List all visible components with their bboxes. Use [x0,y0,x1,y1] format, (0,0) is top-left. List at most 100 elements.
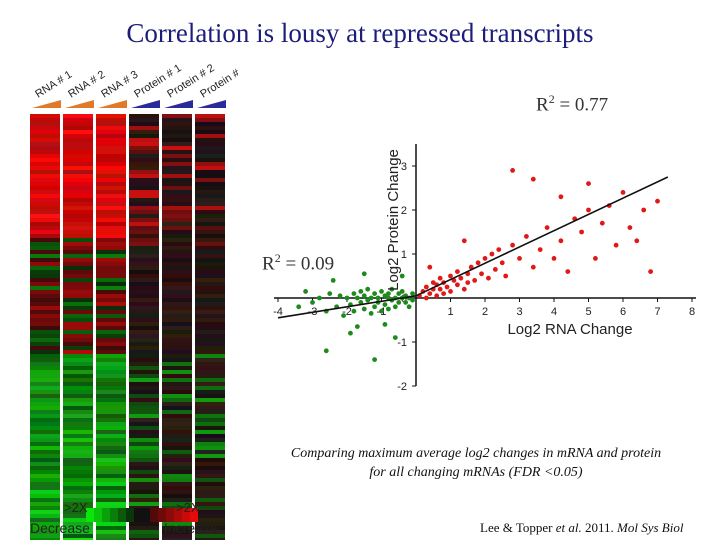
heatmap-cell [30,302,60,306]
heatmap-cell [129,182,159,186]
data-point [361,293,367,299]
heatmap-cell [162,330,192,334]
r2-induced-prefix: R [536,94,549,116]
heatmap-cell [129,530,159,534]
heatmap-cell [195,334,225,338]
heatmap-cell [129,482,159,486]
heatmap-cell [129,502,159,506]
heatmap-cell [195,146,225,150]
data-point [458,275,464,281]
heatmap-cell [195,230,225,234]
heatmap-cell [63,378,93,382]
heatmap-cell [129,382,159,386]
heatmap-cell [96,306,126,310]
heatmap-cell [129,334,159,338]
heatmap-cell [30,498,60,502]
heatmap-cell [162,114,192,118]
heatmap-cell [63,222,93,226]
heatmap-cell [195,142,225,146]
heatmap-cell [129,326,159,330]
heatmap-cell [195,254,225,258]
heatmap-cell [129,442,159,446]
heatmap-cell [162,218,192,222]
heatmap-cell [195,538,225,540]
heatmap-cell [96,158,126,162]
heatmap-cell [63,206,93,210]
legend-swatch [134,508,142,522]
data-point [361,306,367,312]
heatmap-cell [162,478,192,482]
heatmap-cell [30,398,60,402]
heatmap-cell [195,150,225,154]
heatmap-cell [129,142,159,146]
heatmap-cell [63,322,93,326]
heatmap-cell [30,482,60,486]
fit-lines [277,176,669,319]
heatmap-cell [63,402,93,406]
heatmap-cell [30,238,60,242]
heatmap-cell [162,294,192,298]
heatmap-cell [63,350,93,354]
heatmap-cell [30,442,60,446]
heatmap-cell [63,238,93,242]
heatmap-cell [129,342,159,346]
legend-swatch [158,508,166,522]
x-tick-label: 3 [516,306,522,318]
figure-caption: Comparing maximum average log2 changes i… [256,444,696,482]
data-point [399,289,405,294]
data-point [586,207,591,213]
heatmap-cell [195,174,225,178]
heatmap-cell [63,298,93,302]
heatmap-cell [129,158,159,162]
heatmap-cell [195,494,225,498]
heatmap-cell [162,418,192,422]
heatmap-cell [96,170,126,174]
heatmap-cell [96,138,126,142]
data-point [344,295,350,301]
heatmap-cell [30,386,60,390]
heatmap-cell [129,270,159,274]
heatmap-cell [129,130,159,134]
heatmap-cell [96,454,126,458]
heatmap-cell [63,330,93,334]
legend-swatch [166,508,174,522]
heatmap-cell [162,250,192,254]
heatmap-cell [30,178,60,182]
heatmap-cell [63,454,93,458]
data-point [382,293,388,299]
heatmap-column-triangle [32,100,61,108]
heatmap-cell [96,222,126,226]
heatmap-cell [30,122,60,126]
heatmap-cell [195,354,225,358]
data-point [365,297,371,303]
heatmap-cell [30,446,60,450]
heatmap-cell [30,190,60,194]
r2-repressed-prefix: R [262,253,275,275]
heatmap-cell [162,134,192,138]
heatmap-cell [63,354,93,358]
heatmap-cell [129,318,159,322]
heatmap-cell [30,294,60,298]
heatmap-cell [96,242,126,246]
data-point [530,264,536,270]
heatmap-cell [129,306,159,310]
data-point [368,311,374,316]
heatmap-cell [129,462,159,466]
heatmap-cell [63,418,93,422]
heatmap-cell [129,398,159,402]
heatmap-cell [30,514,60,518]
data-point [354,324,360,329]
heatmap-cell [195,398,225,402]
heatmap-cell [195,522,225,526]
heatmap-cell [195,462,225,466]
heatmap-cell [129,458,159,462]
heatmap-cell [30,390,60,394]
heatmap-column-label: RNA # 2 [66,69,107,101]
heatmap-cell [129,486,159,490]
data-point [434,293,440,299]
heatmap-cell [129,114,159,118]
heatmap-cell [30,394,60,398]
heatmap-cell [63,422,93,426]
data-point [579,229,584,235]
heatmap-cell [129,294,159,298]
